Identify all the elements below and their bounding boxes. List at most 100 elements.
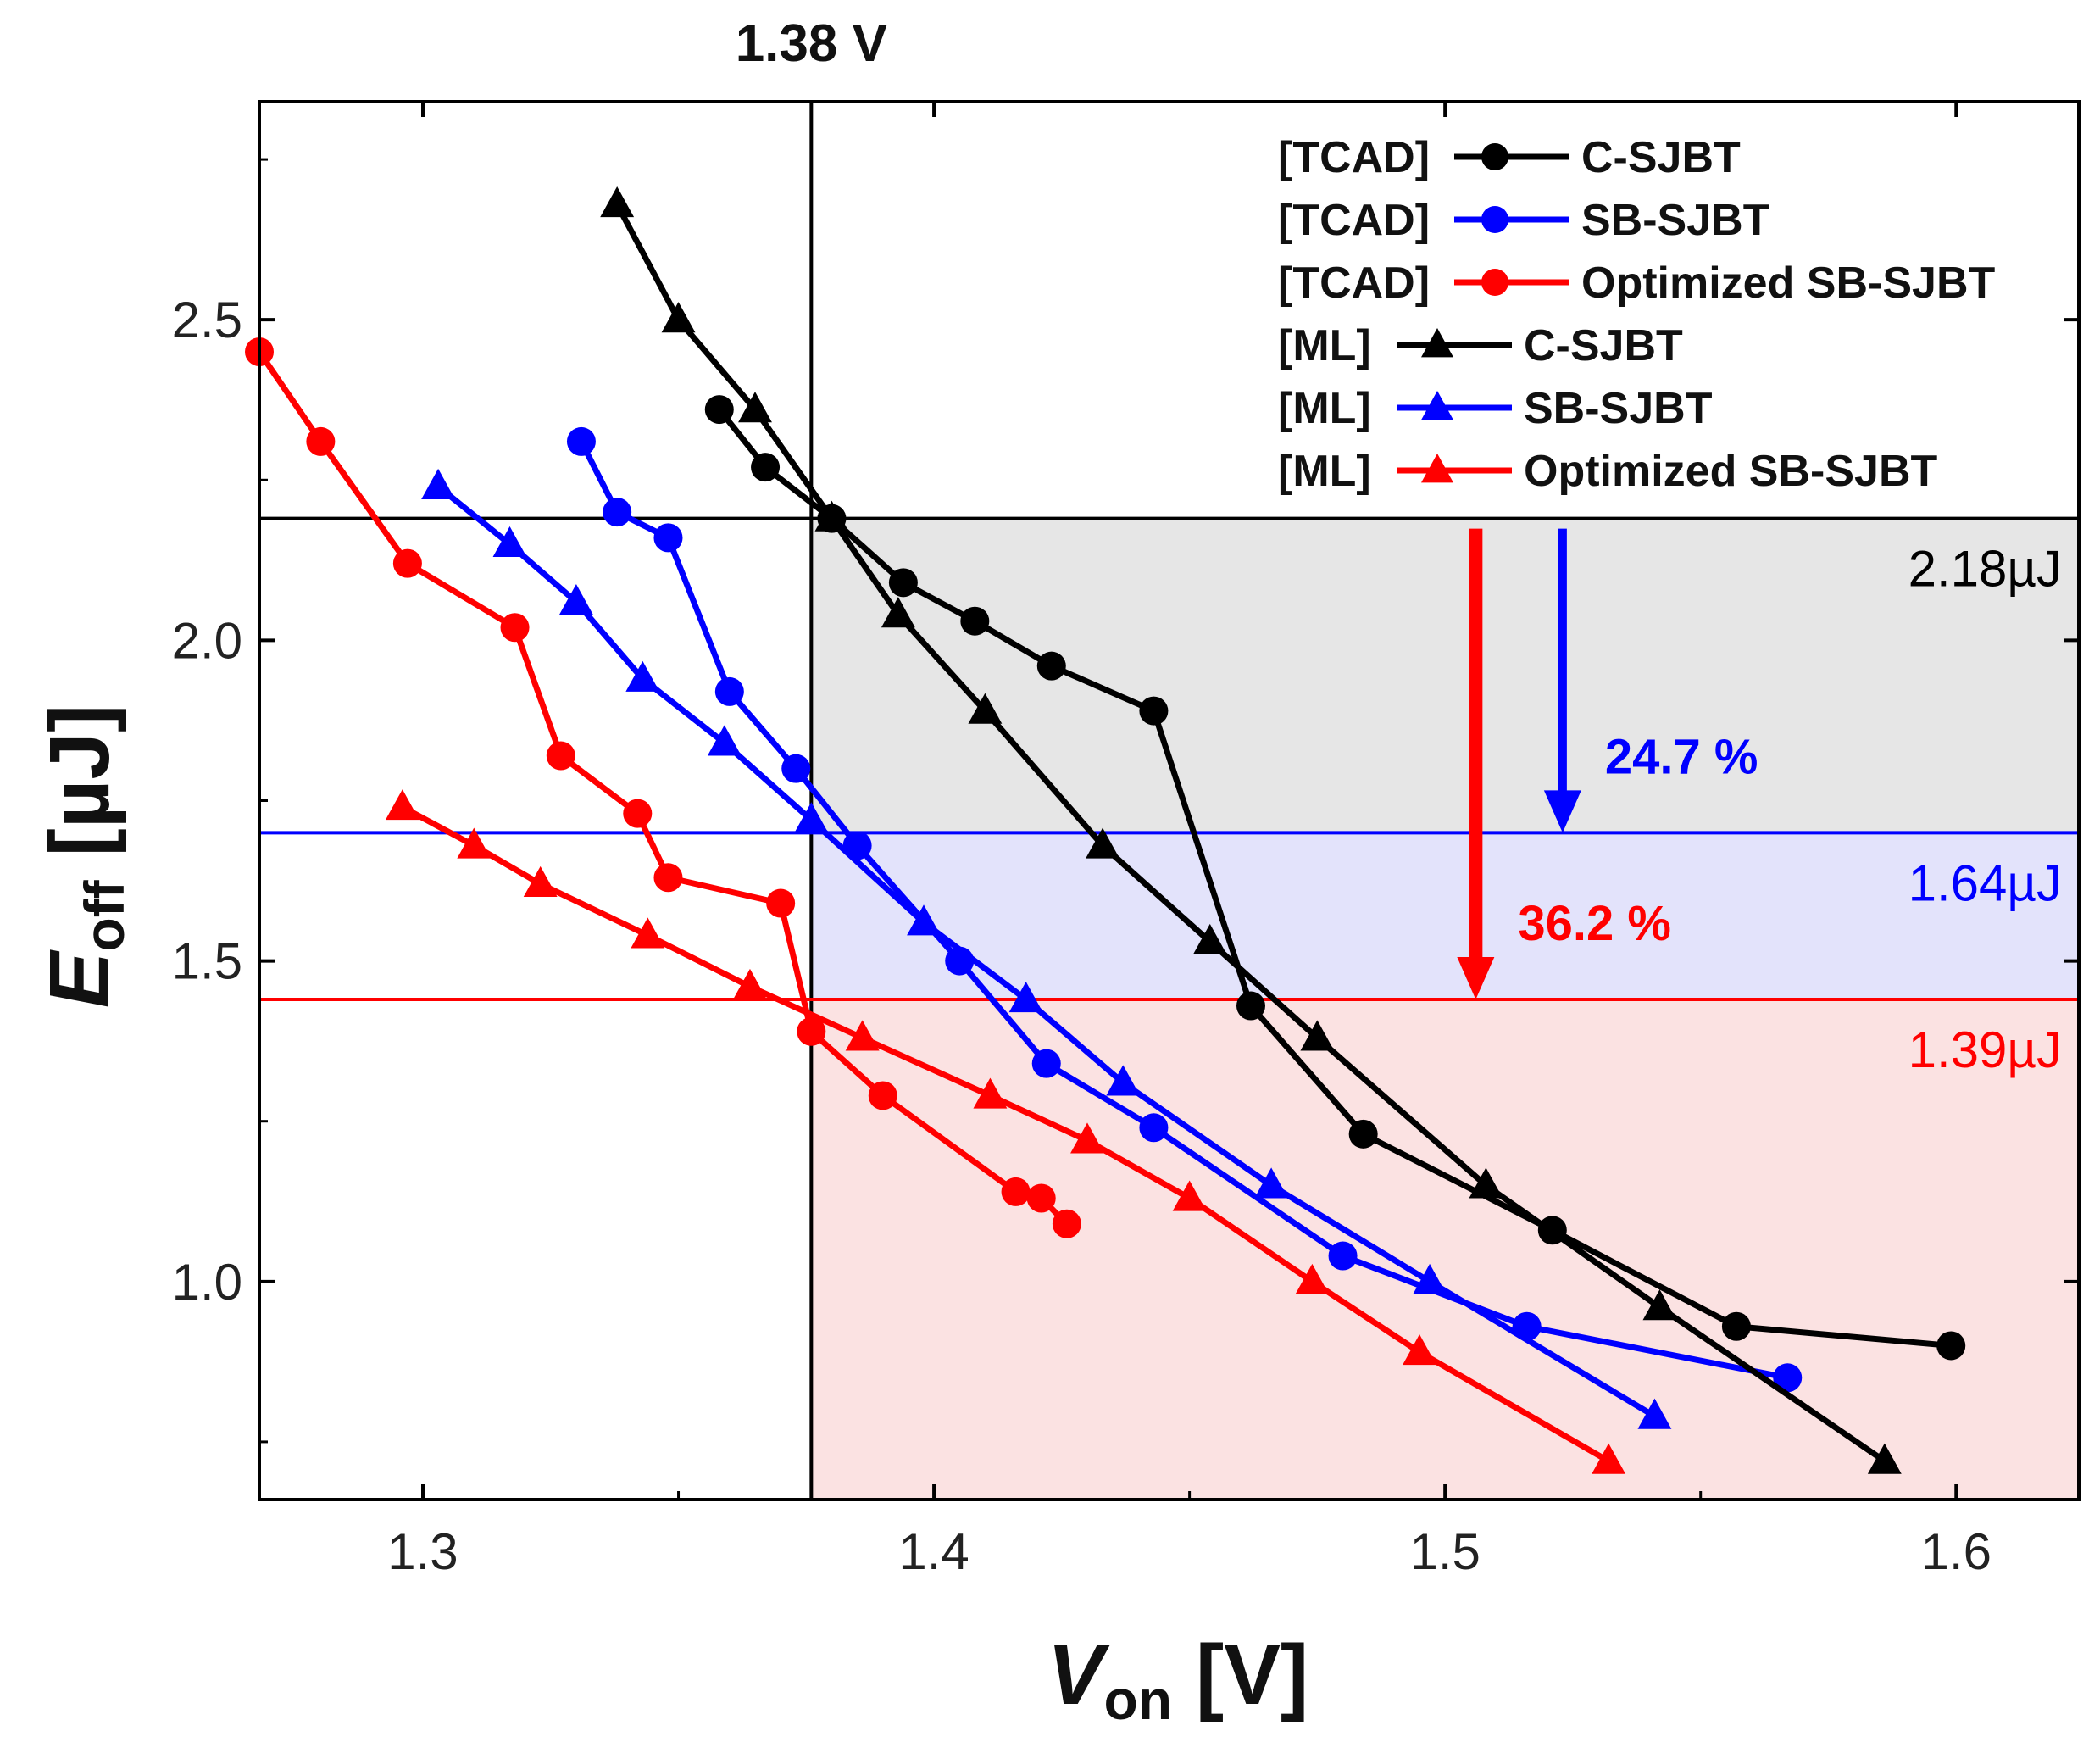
- series-3-point-11: [1001, 1177, 1031, 1206]
- series-3-point-2: [306, 426, 336, 456]
- legend-tag-3: [TCAD]: [1278, 259, 1430, 308]
- series-6-point-3: [523, 865, 558, 897]
- series-2: [566, 426, 1803, 1393]
- series-5-point-6: [794, 802, 829, 833]
- y-tick-label-2: 1.5: [172, 933, 242, 990]
- legend: [TCAD] C-SJBT [TCAD] SB-SJBT [TCAD] Optimized…: [1278, 133, 1995, 496]
- legend-tag-6: [ML]: [1278, 447, 1371, 496]
- series-3-point-6: [623, 799, 653, 828]
- series-6-point-1: [385, 789, 419, 821]
- x-tick-label-4: 1.6: [1921, 1523, 1992, 1580]
- series-2-point-5: [781, 754, 811, 783]
- series-5-point-12: [1637, 1398, 1672, 1429]
- legend-marker-5: [1421, 391, 1453, 420]
- series-6-point-2: [457, 827, 492, 859]
- series-3-point-10: [868, 1081, 897, 1110]
- data-series: [245, 186, 1966, 1474]
- legend-name-4: C-SJBT: [1524, 321, 1683, 370]
- series-3-point-8: [766, 888, 796, 918]
- series-line-5: [436, 484, 1657, 1419]
- series-6-point-10: [1295, 1263, 1330, 1294]
- legend-name-6: Optimized SB-SJBT: [1524, 447, 1937, 496]
- y-axis-title-unit-space: [32, 857, 127, 881]
- axis-ticks: 1.3 1.4 1.5 1.6 1.0 1.5 2.0 2.5: [172, 102, 2079, 1580]
- series-5-point-7: [907, 904, 941, 936]
- series-6-point-8: [1070, 1122, 1104, 1154]
- series-1-point-2: [751, 453, 781, 482]
- x-tick-label-1: 1.3: [387, 1523, 458, 1580]
- series-4-point-8: [1192, 923, 1227, 955]
- series-6-point-9: [1172, 1180, 1207, 1211]
- series-3-point-7: [653, 863, 683, 893]
- hline-label-3: 1.39µJ: [1908, 1021, 2062, 1078]
- series-4-point-3: [738, 392, 772, 423]
- x-axis-title-unit: [V]: [1196, 1628, 1308, 1723]
- series-2-point-10: [1328, 1241, 1358, 1271]
- series-4-point-9: [1300, 1020, 1335, 1051]
- legend-marker-6: [1421, 454, 1453, 483]
- hline-label-1: 2.18µJ: [1908, 541, 2062, 598]
- series-1-point-1: [704, 395, 734, 425]
- series-4-point-5: [881, 597, 915, 628]
- series-3-point-13: [1052, 1209, 1081, 1238]
- series-3: [245, 337, 1081, 1238]
- y-tick-label-3: 2.0: [172, 612, 242, 669]
- legend-tag-2: [TCAD]: [1278, 196, 1430, 245]
- series-6-point-4: [631, 917, 665, 949]
- legend-entry-3: [TCAD] Optimized SB-SJBT: [1278, 259, 1995, 308]
- series-5-point-5: [707, 725, 742, 756]
- series-2-point-9: [1139, 1113, 1169, 1143]
- legend-entry-1: [TCAD] C-SJBT: [1278, 133, 1741, 182]
- shaded-region-3: [811, 999, 2079, 1500]
- arrow-label-2: 36.2 %: [1518, 896, 1671, 951]
- series-4-point-10: [1469, 1167, 1503, 1199]
- series-5-point-1: [421, 468, 456, 499]
- arrow-label-1: 24.7 %: [1605, 729, 1758, 784]
- legend-name-5: SB-SJBT: [1524, 384, 1713, 433]
- series-4-point-7: [1086, 827, 1120, 859]
- series-5: [421, 468, 1672, 1429]
- arrow-head-1: [1543, 790, 1581, 833]
- series-6-point-6: [845, 1020, 880, 1051]
- x-tick-label-2: 1.4: [898, 1523, 969, 1580]
- x-axis-title: Von [V]: [1047, 1628, 1308, 1731]
- series-4-point-6: [968, 693, 1003, 724]
- series-1: [704, 395, 1966, 1361]
- series-6-point-5: [733, 968, 767, 999]
- series-5-point-8: [1008, 981, 1043, 1013]
- x-axis-title-sub: on: [1103, 1668, 1172, 1731]
- y-tick-label-4: 2.5: [172, 292, 242, 348]
- legend-tag-5: [ML]: [1278, 384, 1371, 433]
- series-1-point-4: [888, 568, 918, 598]
- vline-label: 1.38 V: [736, 14, 887, 73]
- legend-name-3: Optimized SB-SJBT: [1581, 259, 1995, 308]
- series-3-point-4: [500, 613, 530, 643]
- legend-marker-1: [1481, 143, 1508, 170]
- x-axis-title-main: V: [1047, 1628, 1110, 1723]
- legend-marker-3: [1481, 269, 1508, 296]
- legend-name-1: C-SJBT: [1581, 133, 1741, 182]
- series-4: [600, 186, 1902, 1474]
- shaded-region-2: [811, 832, 2079, 999]
- series-3-point-3: [392, 548, 422, 578]
- y-axis-title: Eoff [µJ]: [32, 704, 136, 1009]
- y-axis-title-unit: [µJ]: [32, 704, 127, 857]
- series-6-point-7: [973, 1077, 1008, 1109]
- series-2-point-12: [1773, 1363, 1803, 1393]
- legend-name-2: SB-SJBT: [1581, 196, 1770, 245]
- legend-entry-4: [ML] C-SJBT: [1278, 321, 1683, 370]
- y-tick-label-1: 1.0: [172, 1254, 242, 1311]
- series-1-point-5: [960, 606, 990, 636]
- series-3-point-9: [797, 1016, 826, 1046]
- series-5-point-2: [492, 526, 527, 558]
- series-2-point-1: [566, 426, 596, 456]
- series-line-4: [614, 203, 1886, 1464]
- reference-lines: 2.18µJ 1.64µJ 1.39µJ: [259, 102, 2079, 1500]
- reduction-arrows: 24.7 % 36.2 %: [1457, 528, 1758, 999]
- y-axis-title-main: E: [32, 949, 127, 1008]
- series-6: [385, 789, 1626, 1474]
- series-1-point-12: [1936, 1331, 1966, 1361]
- legend-entry-5: [ML] SB-SJBT: [1278, 384, 1713, 433]
- series-2-point-3: [653, 523, 683, 553]
- legend-marker-4: [1421, 328, 1453, 358]
